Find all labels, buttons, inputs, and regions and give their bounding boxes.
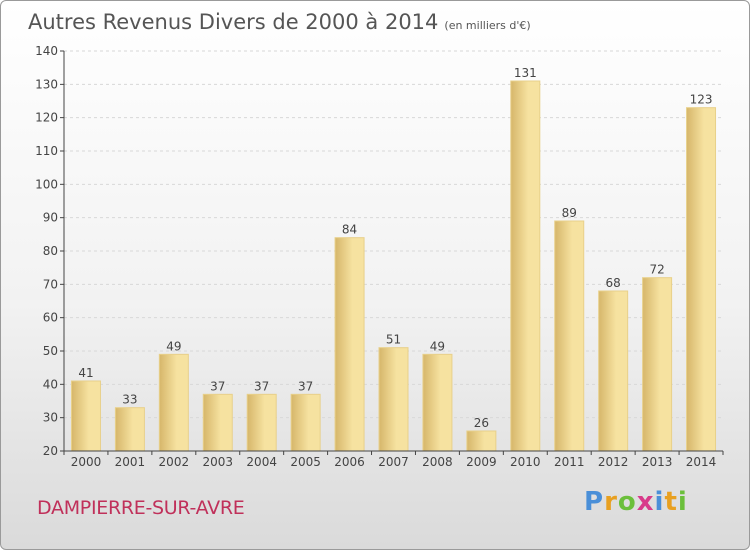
bar	[466, 430, 497, 452]
bar-value-label: 131	[514, 66, 537, 80]
bar-value-label: 72	[649, 263, 664, 277]
x-tick-label: 2001	[115, 455, 146, 469]
bar-value-label: 89	[562, 206, 577, 220]
bar	[114, 407, 145, 452]
x-tick-label: 2006	[334, 455, 365, 469]
bar	[246, 393, 277, 452]
bar	[378, 347, 409, 452]
x-tick-label: 2009	[466, 455, 497, 469]
y-tick-label: 40	[43, 377, 58, 391]
y-tick-label: 80	[43, 244, 58, 258]
x-tick-label: 2014	[686, 455, 717, 469]
bar-value-label: 49	[166, 339, 181, 353]
axes: 20 30 40 50 60 70 80 90 100 110 120 130 140 2000 2001 2…	[35, 44, 724, 469]
commune-name: DAMPIERRE-SUR-AVRE	[37, 497, 245, 519]
y-tick-label: 100	[35, 177, 58, 191]
y-tick-label: 110	[35, 144, 58, 158]
bar-value-label: 37	[254, 379, 269, 393]
y-tick-label: 30	[43, 411, 58, 425]
x-tick-label: 2005	[290, 455, 321, 469]
bar	[202, 393, 233, 452]
bar-value-label: 37	[210, 379, 225, 393]
bar	[510, 80, 541, 452]
y-tick-label: 20	[43, 444, 58, 458]
bar	[554, 220, 585, 452]
x-tick-label: 2010	[510, 455, 541, 469]
bars	[70, 80, 717, 452]
x-tick-label: 2007	[378, 455, 409, 469]
chart-title: Autres Revenus Divers de 2000 à 2014 (en …	[28, 10, 531, 34]
bar-value-label: 33	[122, 393, 137, 407]
bar	[598, 290, 629, 452]
y-tick-label: 120	[35, 111, 58, 125]
x-tick-label: 2012	[598, 455, 629, 469]
x-tick-label: 2004	[246, 455, 277, 469]
bar	[642, 277, 673, 452]
bar	[290, 393, 321, 452]
y-tick-label: 130	[35, 77, 58, 91]
bar	[686, 107, 717, 452]
x-tick-label: 2008	[422, 455, 453, 469]
bar-value-label: 51	[386, 333, 401, 347]
y-tick-label: 90	[43, 211, 58, 225]
y-tick-label: 140	[35, 44, 58, 58]
bar-value-label: 84	[342, 223, 357, 237]
bar-value-label: 49	[430, 339, 445, 353]
x-tick-label: 2011	[554, 455, 585, 469]
x-tick-label: 2013	[642, 455, 673, 469]
bar	[422, 353, 453, 452]
bar-value-label: 123	[690, 93, 713, 107]
bar-value-label: 68	[606, 276, 621, 290]
x-tick-label: 2002	[159, 455, 190, 469]
y-tick-label: 50	[43, 344, 58, 358]
bar	[158, 353, 189, 452]
y-tick-label: 60	[43, 311, 58, 325]
bar-value-label: 26	[474, 416, 489, 430]
x-tick-label: 2000	[71, 455, 102, 469]
bar-value-label: 37	[298, 379, 313, 393]
chart-title-text: Autres Revenus Divers de 2000 à 2014	[28, 10, 439, 34]
y-tick-label: 70	[43, 277, 58, 291]
bar	[334, 237, 365, 452]
bar-value-label: 41	[78, 366, 93, 380]
x-tick-label: 2003	[202, 455, 233, 469]
chart-subtitle: (en milliers d'€)	[444, 19, 531, 32]
data-labels: 41 33 49 37 37 37 84 51 49 26 131 89 68 72 123	[78, 66, 712, 430]
proxiti-logo[interactable]: Proxiti	[584, 487, 688, 517]
bar	[70, 380, 101, 452]
